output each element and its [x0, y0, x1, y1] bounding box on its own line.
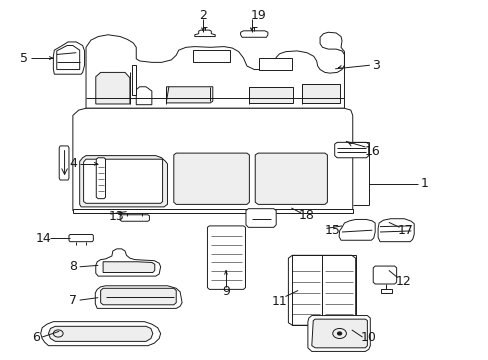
Polygon shape	[73, 209, 352, 213]
Polygon shape	[69, 234, 93, 242]
Text: 1: 1	[420, 177, 428, 190]
Text: 15: 15	[324, 224, 340, 237]
Polygon shape	[59, 146, 69, 180]
Polygon shape	[255, 153, 327, 204]
Text: 14: 14	[36, 231, 51, 244]
Polygon shape	[207, 226, 245, 289]
Polygon shape	[193, 50, 229, 62]
Polygon shape	[95, 286, 182, 309]
Bar	[292, 255, 355, 325]
Polygon shape	[372, 266, 396, 284]
Polygon shape	[41, 321, 160, 346]
Polygon shape	[132, 65, 136, 95]
Text: 7: 7	[69, 294, 77, 307]
Polygon shape	[302, 84, 339, 103]
Text: 10: 10	[360, 330, 376, 343]
Polygon shape	[53, 42, 84, 74]
Text: 6: 6	[32, 330, 40, 343]
Text: 4: 4	[69, 157, 77, 170]
Circle shape	[337, 332, 341, 335]
Polygon shape	[120, 215, 149, 221]
Polygon shape	[311, 319, 366, 348]
Bar	[380, 289, 391, 293]
Polygon shape	[166, 87, 212, 103]
Polygon shape	[57, 45, 80, 69]
Text: 16: 16	[364, 145, 379, 158]
Text: 9: 9	[222, 285, 229, 298]
Text: 8: 8	[69, 260, 77, 273]
Polygon shape	[96, 249, 160, 276]
Polygon shape	[103, 262, 155, 273]
Polygon shape	[96, 72, 130, 104]
Polygon shape	[307, 316, 369, 351]
Polygon shape	[101, 288, 176, 305]
Text: 18: 18	[298, 210, 314, 222]
Polygon shape	[48, 326, 153, 341]
Text: 11: 11	[271, 295, 287, 308]
Polygon shape	[194, 30, 215, 37]
Text: 19: 19	[250, 9, 265, 22]
Text: 2: 2	[199, 9, 206, 22]
Polygon shape	[86, 32, 344, 108]
Polygon shape	[83, 159, 162, 203]
Polygon shape	[259, 58, 292, 69]
Polygon shape	[173, 153, 249, 204]
Polygon shape	[136, 87, 152, 105]
Text: 3: 3	[371, 59, 379, 72]
Polygon shape	[73, 108, 352, 213]
Polygon shape	[377, 219, 413, 242]
Text: 17: 17	[397, 224, 412, 237]
Polygon shape	[334, 142, 368, 158]
Polygon shape	[288, 255, 355, 325]
Polygon shape	[245, 209, 276, 227]
Text: 13: 13	[109, 210, 124, 223]
Polygon shape	[240, 31, 267, 37]
Polygon shape	[338, 220, 374, 240]
Polygon shape	[96, 158, 105, 199]
Text: 5: 5	[20, 51, 28, 64]
Polygon shape	[80, 156, 167, 207]
Polygon shape	[249, 87, 293, 103]
Text: 12: 12	[395, 275, 410, 288]
